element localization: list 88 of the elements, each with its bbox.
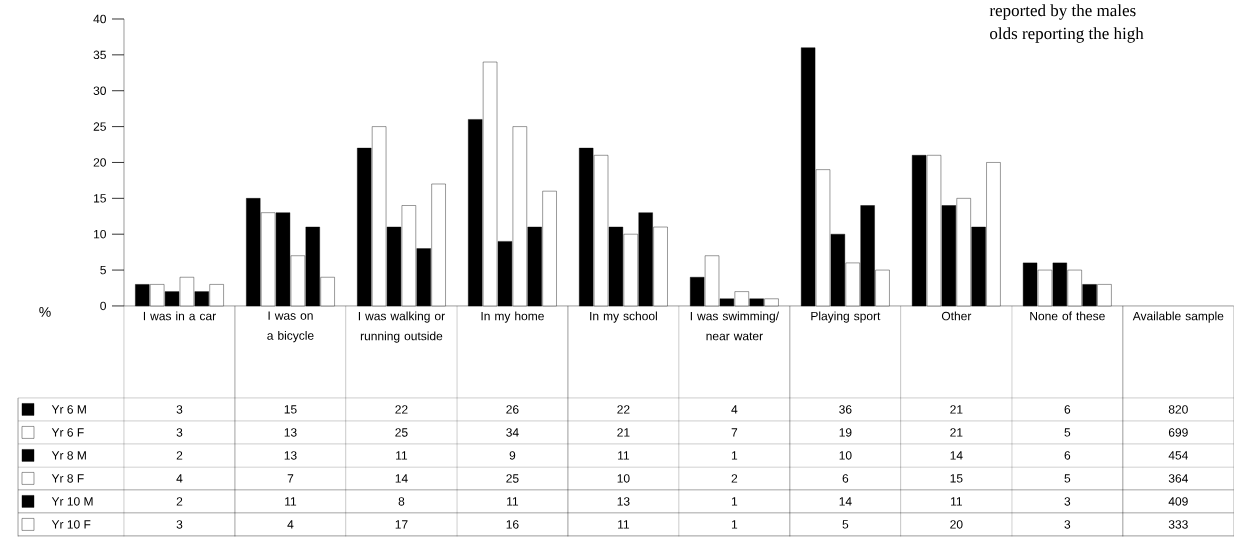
x-tick-label: I was on a bicycle — [267, 311, 314, 343]
data-label: 20 — [950, 520, 963, 529]
data-label: 21 — [950, 428, 963, 437]
x-tick-label: Other — [941, 311, 972, 321]
data-label: 1 — [731, 451, 738, 460]
data-label: 17 — [395, 520, 408, 529]
data-label: 21 — [617, 428, 630, 437]
data-label: 2 — [731, 474, 738, 483]
data-label: 25 — [395, 428, 408, 437]
data-label: 2 — [176, 497, 183, 506]
data-label: 22 — [395, 405, 408, 414]
y-tick-label: 35 — [93, 50, 106, 60]
data-label: 10 — [617, 474, 630, 483]
data-label: 3 — [176, 520, 183, 529]
data-label: 9 — [509, 451, 516, 460]
data-label: 13 — [284, 451, 297, 460]
data-label: 3 — [1064, 520, 1071, 529]
y-tick-label: 10 — [94, 230, 106, 239]
y-tick-label: 25 — [93, 122, 106, 131]
x-tick-label: I was swimming/ near water — [690, 311, 780, 341]
data-label: 15 — [950, 474, 963, 483]
data-label: 6 — [1064, 405, 1071, 414]
data-label: 8 — [398, 497, 405, 506]
annotation: reported by the males — [989, 4, 1136, 20]
legend-label: Yr 6 F — [51, 428, 84, 437]
y-tick-label: 15 — [94, 194, 106, 203]
y-tick-label: 5 — [100, 265, 106, 275]
text: 699 — [1168, 428, 1188, 437]
legend-label: Yr 10 M — [51, 497, 93, 506]
text: 454 — [1168, 451, 1188, 460]
data-label: 1 — [731, 520, 738, 529]
x-tick-label: In my home — [481, 311, 544, 323]
data-label: 1 — [731, 497, 738, 506]
data-label: 19 — [839, 428, 852, 437]
x-tick-label: Available sample — [1132, 311, 1224, 323]
data-label: 10 — [839, 451, 852, 460]
y-tick-label: 30 — [93, 86, 106, 96]
data-label: 4 — [287, 520, 294, 529]
data-label: 5 — [842, 520, 849, 529]
text: 333 — [1168, 520, 1188, 529]
data-label: 36 — [839, 405, 852, 414]
data-label: 22 — [617, 405, 630, 414]
data-label: 11 — [618, 520, 630, 529]
text: 364 — [1168, 474, 1188, 483]
x-tick-label: I was in a car — [143, 311, 216, 321]
data-label: 21 — [950, 405, 963, 414]
annotation: olds reporting the high — [990, 27, 1144, 43]
data-label: 13 — [617, 497, 630, 506]
legend-label: Yr 10 F — [51, 520, 91, 529]
x-tick-label: Playing sport — [811, 311, 881, 323]
data-label: 4 — [176, 474, 183, 483]
x-tick-label: I was walking or running outside — [358, 311, 445, 343]
data-label: 13 — [284, 428, 297, 437]
data-label: 14 — [950, 451, 963, 460]
data-label: 14 — [395, 474, 408, 483]
data-label: 11 — [285, 497, 297, 506]
data-label: 11 — [507, 497, 519, 506]
data-label: 3 — [1064, 497, 1071, 506]
data-label: 11 — [618, 451, 630, 460]
y-tick-label: 40 — [93, 14, 106, 24]
legend-label: Yr 8 M — [51, 451, 86, 460]
data-label: 5 — [1064, 428, 1071, 437]
legend-label: Yr 6 M — [51, 405, 86, 414]
data-label: 11 — [396, 451, 408, 460]
data-label: 6 — [842, 474, 849, 483]
data-label: 7 — [287, 474, 294, 483]
x-tick-label: None of these — [1030, 311, 1105, 321]
data-label: 14 — [839, 497, 852, 506]
y-tick-label: 20 — [93, 158, 106, 167]
y-axis-title: % — [39, 307, 51, 317]
legend-label: Yr 8 F — [51, 474, 84, 483]
data-label: 25 — [506, 474, 519, 483]
text: 820 — [1168, 405, 1188, 414]
data-label: 34 — [506, 428, 519, 437]
data-label: 6 — [1064, 451, 1071, 460]
data-label: 26 — [506, 405, 519, 414]
data-label: 3 — [176, 428, 183, 437]
data-label: 4 — [731, 405, 738, 414]
text: 409 — [1168, 497, 1188, 506]
data-label: 5 — [1064, 474, 1071, 483]
data-label: 7 — [731, 428, 738, 437]
data-label: 15 — [284, 405, 297, 414]
y-tick-label: 0 — [100, 301, 106, 311]
data-label: 2 — [176, 451, 183, 460]
x-tick-label: In my school — [590, 311, 657, 323]
data-label: 11 — [951, 497, 962, 506]
data-label: 3 — [176, 405, 183, 414]
data-label: 16 — [506, 520, 519, 529]
